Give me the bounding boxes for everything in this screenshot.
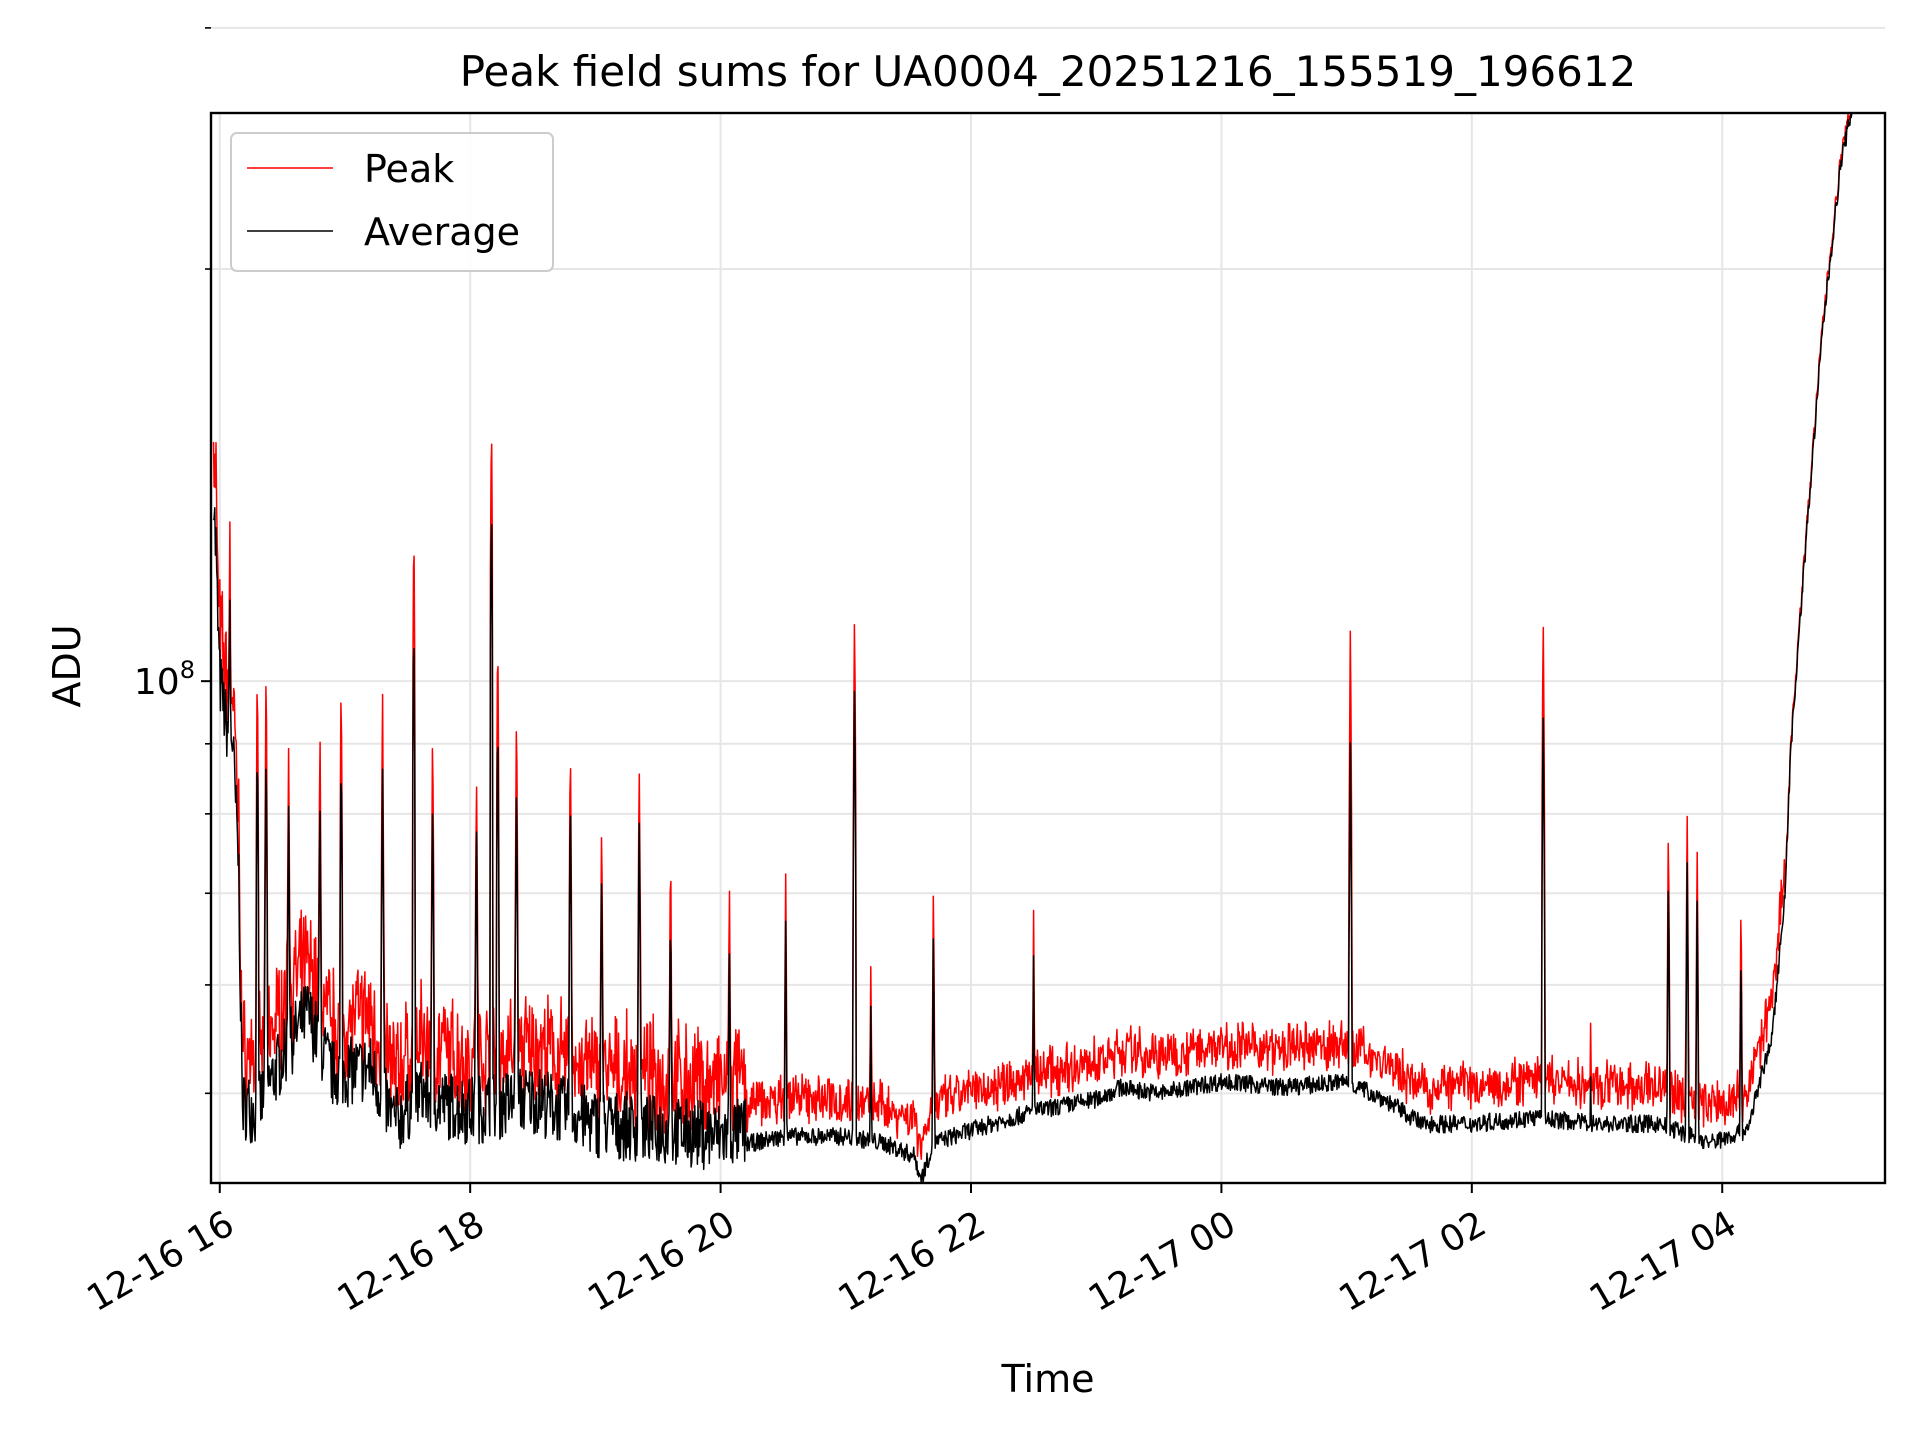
y-axis-label: ADU: [45, 624, 89, 707]
series-layer: [212, 113, 1854, 1183]
y-tick-label-exponent: 8: [180, 656, 195, 684]
chart-title: Peak field sums for UA0004_20251216_1555…: [460, 47, 1637, 96]
series-line-peak: [212, 113, 1854, 1160]
legend: Peak Average: [230, 132, 554, 272]
y-axis: 108: [134, 27, 211, 1095]
plot-frame: [209, 111, 1887, 1185]
legend-label-peak: Peak: [364, 147, 454, 191]
series-line-average: [212, 113, 1854, 1183]
y-tick-label: 108: [134, 656, 195, 703]
legend-label-average: Average: [364, 210, 520, 254]
y-tick-label-base: 10: [134, 662, 180, 703]
x-axis-label: Time: [1001, 1357, 1095, 1401]
